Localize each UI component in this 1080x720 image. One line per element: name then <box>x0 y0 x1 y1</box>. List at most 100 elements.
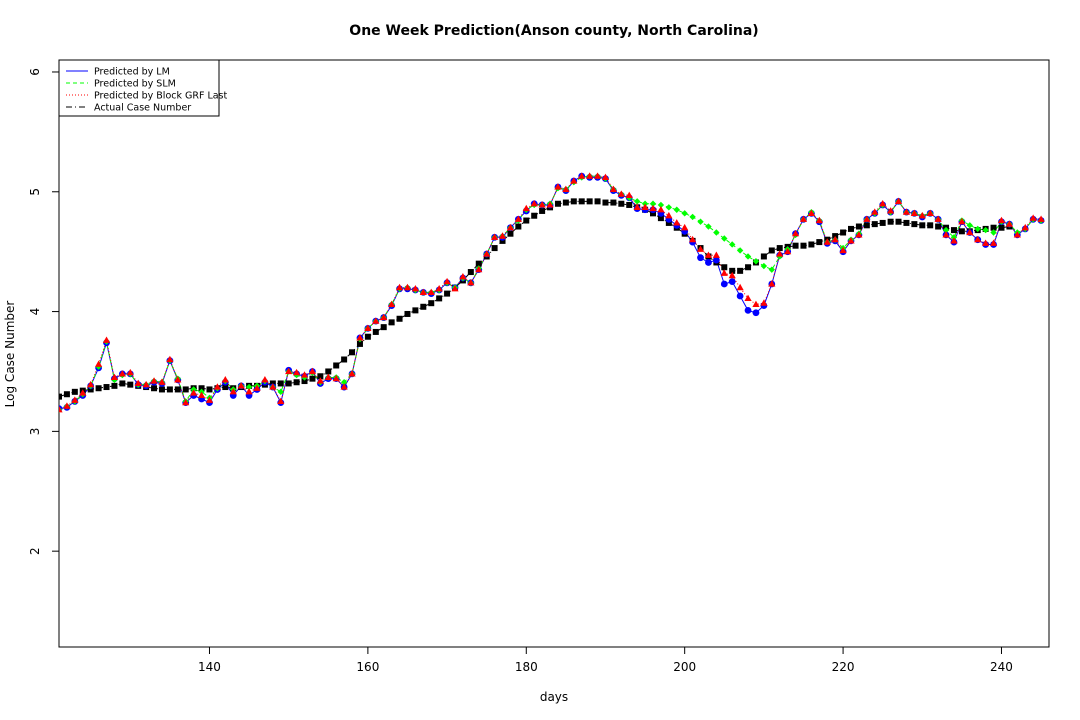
actual-point <box>364 333 371 340</box>
actual-point <box>626 201 633 208</box>
grf-point <box>356 334 364 341</box>
y-tick-label: 3 <box>28 428 42 436</box>
slm-point <box>705 223 712 230</box>
actual-point <box>927 222 934 229</box>
slm-point <box>633 198 641 205</box>
slm-point <box>665 204 673 211</box>
grf-point <box>261 376 269 383</box>
y-tick-label: 6 <box>28 68 42 76</box>
grf-point <box>324 373 332 381</box>
actual-point <box>182 386 189 393</box>
actual-point <box>840 229 847 236</box>
actual-point <box>895 218 902 225</box>
x-axis-label: days <box>540 690 568 704</box>
grf-point <box>989 239 998 246</box>
actual-point <box>879 219 886 226</box>
actual-point <box>467 269 474 276</box>
grf-point <box>831 235 839 243</box>
slm-point <box>657 201 665 209</box>
grf-point <box>522 204 530 212</box>
grf-point <box>316 377 324 384</box>
actual-point <box>388 319 395 326</box>
grf-point <box>102 336 111 343</box>
grf-point <box>966 228 974 236</box>
slm-point <box>245 383 253 391</box>
grf-point <box>134 379 142 387</box>
grf-point <box>110 373 119 381</box>
actual-point <box>792 242 799 249</box>
plot-area <box>59 172 1045 414</box>
grf-point <box>245 388 253 395</box>
grf-point <box>118 370 126 377</box>
actual-point <box>871 221 878 228</box>
grf-point <box>190 389 198 396</box>
grf-point <box>506 223 515 231</box>
grf-point <box>467 279 475 286</box>
actual-point <box>507 230 514 237</box>
grf-point <box>823 238 831 245</box>
grf-point <box>419 288 427 296</box>
actual-point <box>887 218 894 225</box>
actual-point <box>721 264 728 271</box>
grf-point <box>435 285 443 292</box>
grf-point <box>799 215 808 222</box>
slm-point <box>768 266 775 273</box>
grf-point <box>776 250 784 257</box>
grf-point <box>879 199 887 207</box>
actual-point <box>475 260 482 267</box>
actual-point <box>745 264 752 271</box>
actual-point <box>665 219 672 226</box>
actual-point <box>404 310 411 317</box>
grf-point <box>395 283 404 291</box>
grf-point <box>562 185 570 192</box>
grf-point <box>174 376 182 383</box>
actual-point <box>594 198 601 205</box>
actual-point <box>166 386 173 393</box>
grf-point <box>942 231 950 238</box>
actual-point <box>737 267 744 274</box>
actual-point <box>206 386 213 393</box>
actual-point <box>436 295 443 302</box>
series-layer <box>59 172 1045 414</box>
grf-point <box>514 215 522 222</box>
actual-point <box>372 328 379 335</box>
grf-point <box>578 172 586 179</box>
actual-point <box>356 340 363 347</box>
grf-point <box>142 380 150 388</box>
actual-point <box>610 199 617 206</box>
actual-point <box>808 241 815 248</box>
grf-point <box>530 199 538 207</box>
actual-point <box>515 223 522 230</box>
grf-point <box>300 371 309 378</box>
grf-point <box>443 277 451 285</box>
lm-point <box>720 280 728 288</box>
grf-point <box>459 273 467 280</box>
grf-point <box>974 235 982 243</box>
slm-point <box>681 210 688 217</box>
actual-point <box>578 198 585 205</box>
slm-point <box>277 388 284 396</box>
actual-point <box>586 198 593 205</box>
y-tick-label: 4 <box>28 308 42 316</box>
grf-point <box>855 231 863 238</box>
slm-point <box>760 262 768 270</box>
grf-point <box>617 190 625 197</box>
grf-point <box>926 209 934 216</box>
grf-point <box>784 247 792 255</box>
grf-point <box>285 367 293 375</box>
grf-point <box>1029 214 1037 221</box>
slm-point <box>974 225 981 233</box>
actual-point <box>499 237 506 244</box>
grf-point <box>681 223 689 231</box>
grf-point <box>229 388 237 395</box>
grf-point <box>427 288 435 296</box>
grf-point <box>807 209 815 216</box>
grf-point <box>601 173 610 180</box>
slm-point <box>713 229 720 236</box>
slm-point <box>736 247 744 254</box>
grf-point <box>269 383 277 390</box>
lm-point <box>744 306 752 314</box>
y-axis: 2 3 4 5 6 <box>28 68 59 555</box>
